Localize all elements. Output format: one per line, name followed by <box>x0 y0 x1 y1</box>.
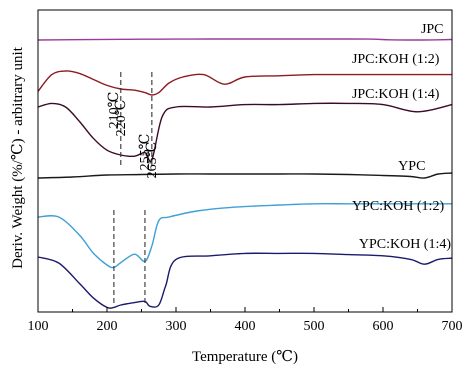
x-axis-title: Temperature (℃) <box>192 349 298 365</box>
x-tick-label: 100 <box>28 319 49 334</box>
x-tick-label: 600 <box>373 319 394 334</box>
annotation-label: 210℃ <box>107 92 122 129</box>
x-axis-ticks: 100 200 300 400 500 600 700 <box>28 307 463 334</box>
series-layer <box>37 38 453 309</box>
x-tick-label: 200 <box>97 319 118 334</box>
y-axis-title: Deriv. Weight (%/℃) - arbitrary unit <box>10 46 26 269</box>
annotation-label: 220℃ <box>114 100 129 137</box>
series-label-ypc: YPC <box>398 159 425 174</box>
x-tick-label: 400 <box>235 319 256 334</box>
series-label-ypc-koh-1-2: YPC:KOH (1:2) <box>352 199 445 214</box>
series-labels: JPC JPC:KOH (1:2) JPC:KOH (1:4) YPC YPC:KOH … <box>352 22 451 252</box>
series-label-jpc-koh-1-2: JPC:KOH (1:2) <box>352 52 440 67</box>
annotation-label: 255℃ <box>138 134 153 171</box>
annotation-layer: 220℃ 265℃ 210℃ 255℃ <box>107 72 160 304</box>
series-line-ypc-koh-1-4 <box>37 252 453 309</box>
series-label-jpc: JPC <box>421 22 444 37</box>
x-tick-label: 700 <box>442 319 463 334</box>
x-tick-label: 300 <box>166 319 187 334</box>
series-line-ypc <box>37 172 453 179</box>
x-tick-label: 500 <box>304 319 325 334</box>
series-line-jpc-koh-1-4 <box>37 102 453 162</box>
series-line-jpc-koh-1-2 <box>37 70 452 96</box>
series-line-jpc <box>37 38 453 41</box>
annotation-label: 265℃ <box>145 142 160 179</box>
series-line-ypc-koh-1-2 <box>37 203 452 269</box>
series-label-jpc-koh-1-4: JPC:KOH (1:4) <box>352 87 440 102</box>
series-label-ypc-koh-1-4: YPC:KOH (1:4) <box>359 237 452 252</box>
